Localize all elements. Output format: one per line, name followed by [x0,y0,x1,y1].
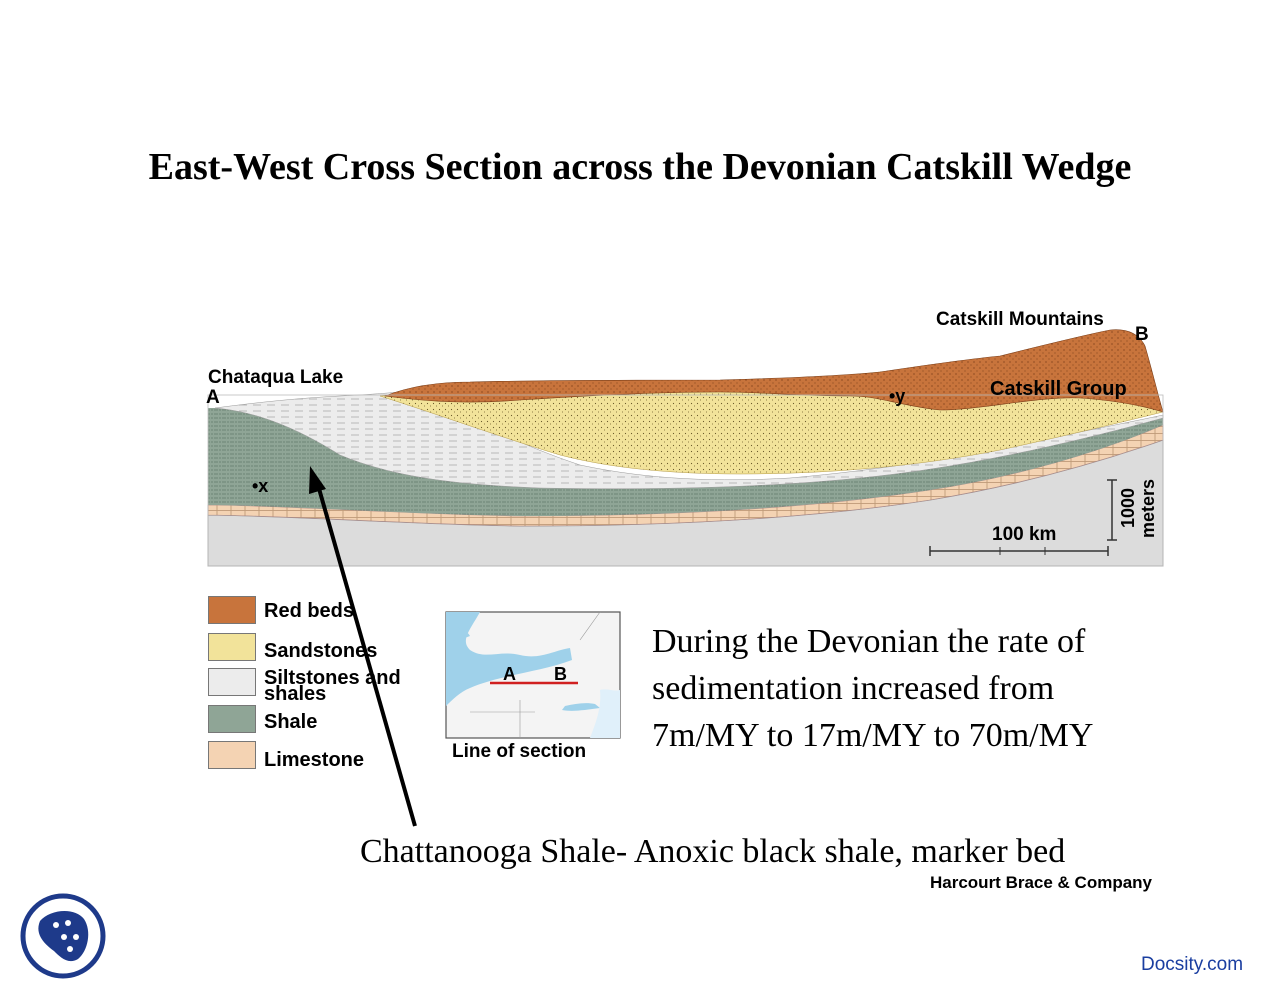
slide-title: East-West Cross Section across the Devon… [148,146,1132,188]
inset-point-b: B [554,664,567,684]
point-x-marker: •x [252,476,269,496]
docsity-watermark[interactable]: Docsity.com [1141,954,1244,975]
legend-label: Limestone [264,749,365,771]
legend-label: Red beds [264,600,355,622]
west-point-label: A [206,387,220,408]
chattanooga-arrow [309,466,417,827]
limestone-swatch [208,741,256,769]
shale-swatch [208,705,256,733]
note-line: During the Devonian the rate of [652,623,1086,660]
note-line: 7m/MY to 17m/MY to 70m/MY [652,717,1094,754]
legend-label: Sandstones [264,640,378,662]
chattanooga-caption: Chattanooga Shale- Anoxic black shale, m… [360,833,1066,870]
inset-map [445,611,621,739]
catskill-group-label: Catskill Group [990,378,1127,400]
point-y-marker: •y [889,386,906,406]
publisher-credit: Harcourt Brace & Company [930,873,1153,892]
east-place-label: Catskill Mountains [936,309,1104,330]
vertical-scale-label-unit: meters [1138,478,1158,538]
sandstones-swatch [208,633,256,661]
note-line: sedimentation increased from [652,670,1055,707]
inset-point-a: A [503,664,516,684]
legend-label-line2: shales [264,683,327,705]
legend-label: Shale [264,711,318,733]
shale-layer [208,408,1163,516]
legend-label: Siltstones and [264,667,401,689]
red-beds-layer [383,329,1164,413]
east-point-label: B [1135,324,1149,345]
inset-map-caption: Line of section [452,741,587,762]
docsity-logo-icon [20,893,106,979]
west-place-label: Chataqua Lake [208,367,344,388]
horizontal-scale-label: 100 km [992,524,1057,545]
red-beds-swatch [208,596,256,624]
siltstones-swatch [208,668,256,696]
sedimentation-note: During the Devonian the rate of sediment… [652,618,1093,759]
vertical-scale-label-value: 1000 [1118,487,1138,528]
